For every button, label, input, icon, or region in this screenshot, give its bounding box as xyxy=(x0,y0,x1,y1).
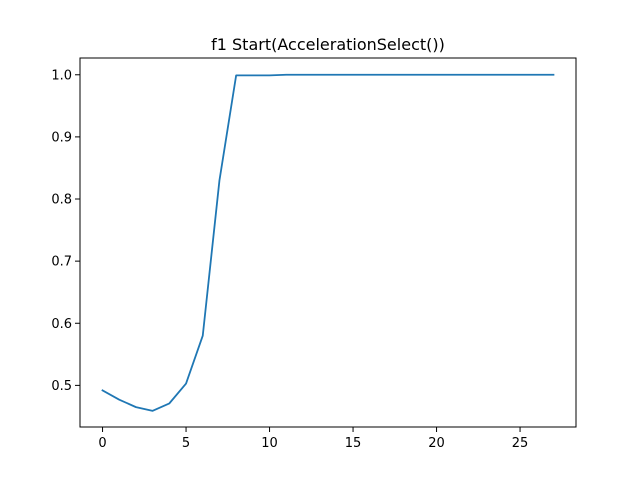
axes-frame xyxy=(79,57,577,428)
plot-area xyxy=(101,73,555,412)
x-tick-label: 10 xyxy=(261,436,278,451)
chart-title: f1 Start(AccelerationSelect()) xyxy=(211,35,445,54)
x-axis: 0 5 10 15 20 25 xyxy=(98,427,528,451)
x-tick-label: 25 xyxy=(512,436,529,451)
series-line xyxy=(101,73,555,412)
y-tick-label: 0.7 xyxy=(51,255,72,270)
y-axis: 0.5 0.6 0.7 0.8 0.9 1.0 xyxy=(51,68,80,394)
x-tick-label: 0 xyxy=(98,436,106,451)
y-tick-label: 0.8 xyxy=(51,193,72,208)
y-tick-label: 1.0 xyxy=(51,68,72,83)
y-tick-label: 0.5 xyxy=(51,379,72,394)
x-tick-label: 5 xyxy=(182,436,190,451)
y-tick-label: 0.9 xyxy=(51,130,72,145)
x-tick-label: 15 xyxy=(345,436,362,451)
x-tick-label: 20 xyxy=(428,436,445,451)
y-tick-label: 0.6 xyxy=(51,317,72,332)
